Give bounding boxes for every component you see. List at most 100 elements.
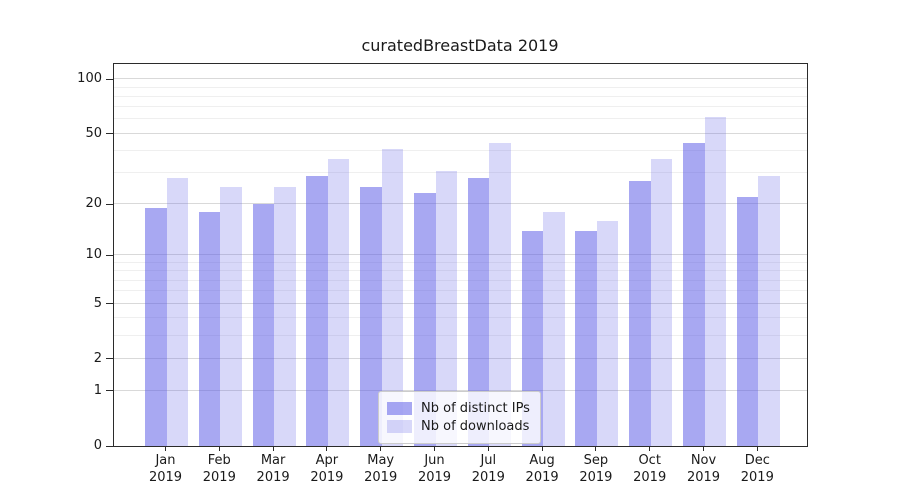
y-tick-label-50: 50 <box>85 125 102 141</box>
gridline-minor-70 <box>114 106 807 108</box>
legend-swatch-icon <box>387 402 412 415</box>
x-tick-mark-nov <box>703 447 704 451</box>
bar-distinct-ips-jul-2019 <box>467 178 490 446</box>
x-tick-year: 2019 <box>686 469 721 485</box>
bar-downloads-jan-2019 <box>166 178 188 446</box>
bar-distinct-ips-sep-2019 <box>575 230 597 446</box>
x-tick-mark-jan <box>165 447 166 451</box>
x-tick-mark-may <box>380 447 382 451</box>
x-tick-year: 2019 <box>740 469 774 485</box>
x-tick-label-aug: Aug 2019 <box>512 453 572 487</box>
gridline-minor-6 <box>114 290 807 292</box>
legend-label: Nb of downloads <box>421 419 530 434</box>
gridline-minor-7 <box>114 279 807 281</box>
x-tick-year: 2019 <box>417 469 452 485</box>
legend-label: Nb of distinct IPs <box>421 401 530 416</box>
y-tick-mark-2 <box>106 358 113 360</box>
x-tick-month: Jan <box>155 453 176 468</box>
x-tick-month: May <box>367 453 395 468</box>
x-tick-year: 2019 <box>202 469 236 485</box>
x-tick-year: 2019 <box>148 469 183 485</box>
x-tick-label-apr: Apr 2019 <box>297 453 357 487</box>
y-tick-mark-50 <box>106 133 113 134</box>
x-tick-label-may: May 2019 <box>351 453 411 487</box>
y-tick-mark-100 <box>106 78 113 80</box>
gridline-major-10 <box>114 254 807 256</box>
bar-downloads-dec-2019 <box>758 175 780 446</box>
bar-downloads-apr-2019 <box>327 159 350 446</box>
x-tick-mark-mar <box>272 447 274 451</box>
legend: Nb of distinct IPs Nb of downloads <box>378 391 541 444</box>
x-tick-mark-sep <box>595 447 597 451</box>
x-tick-month: Sep <box>583 453 609 468</box>
x-tick-month: Jun <box>424 453 445 468</box>
y-tick-label-20: 20 <box>85 196 102 212</box>
gridline-minor-60 <box>114 118 807 120</box>
x-tick-label-oct: Oct 2019 <box>620 453 680 487</box>
x-tick-label-nov: Nov 2019 <box>674 453 734 487</box>
chart-title: curatedBreastData 2019 <box>361 36 559 55</box>
gridline-major-2 <box>114 357 807 359</box>
gridline-minor-8 <box>114 270 807 272</box>
y-tick-mark-10 <box>106 254 113 256</box>
y-tick-mark-5 <box>106 303 113 305</box>
x-tick-year: 2019 <box>633 469 667 485</box>
y-tick-mark-0 <box>106 445 113 447</box>
y-tick-label-100: 100 <box>77 71 102 87</box>
x-tick-label-mar: Mar 2019 <box>243 453 303 487</box>
x-tick-label-jul: Jul 2019 <box>458 453 518 487</box>
bar-downloads-nov-2019 <box>704 116 726 446</box>
bar-distinct-ips-apr-2019 <box>306 175 328 446</box>
gridline-major-50 <box>114 132 807 134</box>
y-tick-label-10: 10 <box>85 247 102 263</box>
y-tick-label-1: 1 <box>93 382 102 398</box>
gridline-minor-9 <box>114 262 807 263</box>
bar-distinct-ips-nov-2019 <box>683 143 705 446</box>
x-tick-month: Apr <box>315 453 339 468</box>
x-tick-label-sep: Sep 2019 <box>566 453 626 487</box>
gridline-minor-4 <box>114 317 807 319</box>
x-tick-month: Oct <box>638 453 661 468</box>
bar-downloads-sep-2019 <box>596 220 619 446</box>
bar-distinct-ips-feb-2019 <box>198 212 221 446</box>
x-tick-year: 2019 <box>310 469 344 485</box>
x-tick-mark-oct <box>649 447 651 451</box>
legend-row-downloads: Nb of downloads <box>387 419 530 434</box>
x-tick-year: 2019 <box>579 469 613 485</box>
y-tick-label-0: 0 <box>93 438 102 453</box>
legend-swatch-icon <box>387 420 412 433</box>
y-tick-mark-1 <box>106 390 113 392</box>
bar-downloads-may-2019 <box>381 148 404 446</box>
x-tick-label-dec: Dec 2019 <box>727 453 787 487</box>
x-tick-mark-jun <box>434 447 435 451</box>
x-tick-year: 2019 <box>256 469 290 485</box>
y-tick-mark-20 <box>106 203 113 205</box>
y-tick-label-5: 5 <box>93 295 102 311</box>
x-tick-mark-feb <box>218 447 220 451</box>
gridline-major-5 <box>114 302 807 304</box>
bar-distinct-ips-oct-2019 <box>629 181 651 446</box>
legend-row-distinct-ips: Nb of distinct IPs <box>387 401 530 416</box>
x-tick-label-jun: Jun 2019 <box>405 453 465 487</box>
bar-downloads-mar-2019 <box>274 187 296 446</box>
bar-distinct-ips-jan-2019 <box>145 207 167 446</box>
bar-downloads-jul-2019 <box>489 143 511 446</box>
gridline-minor-90 <box>114 86 807 88</box>
x-tick-year: 2019 <box>364 469 398 485</box>
x-tick-month: Feb <box>207 453 231 468</box>
x-tick-mark-jul <box>487 447 489 451</box>
x-tick-mark-apr <box>326 447 328 451</box>
gridline-major-1 <box>114 389 807 391</box>
bar-downloads-aug-2019 <box>543 212 565 446</box>
x-tick-mark-aug <box>541 447 543 451</box>
gridline-minor-80 <box>114 95 807 97</box>
x-tick-month: Nov <box>690 453 717 468</box>
x-tick-month: Aug <box>529 453 555 468</box>
plot-area: Nb of distinct IPs Nb of downloads <box>113 63 808 447</box>
x-tick-label-jan: Jan 2019 <box>136 453 196 487</box>
gridline-major-100 <box>114 78 807 80</box>
x-tick-month: Mar <box>260 453 286 468</box>
bar-distinct-ips-dec-2019 <box>736 196 759 446</box>
x-tick-label-feb: Feb 2019 <box>189 453 249 487</box>
gridline-major-20 <box>114 203 807 205</box>
